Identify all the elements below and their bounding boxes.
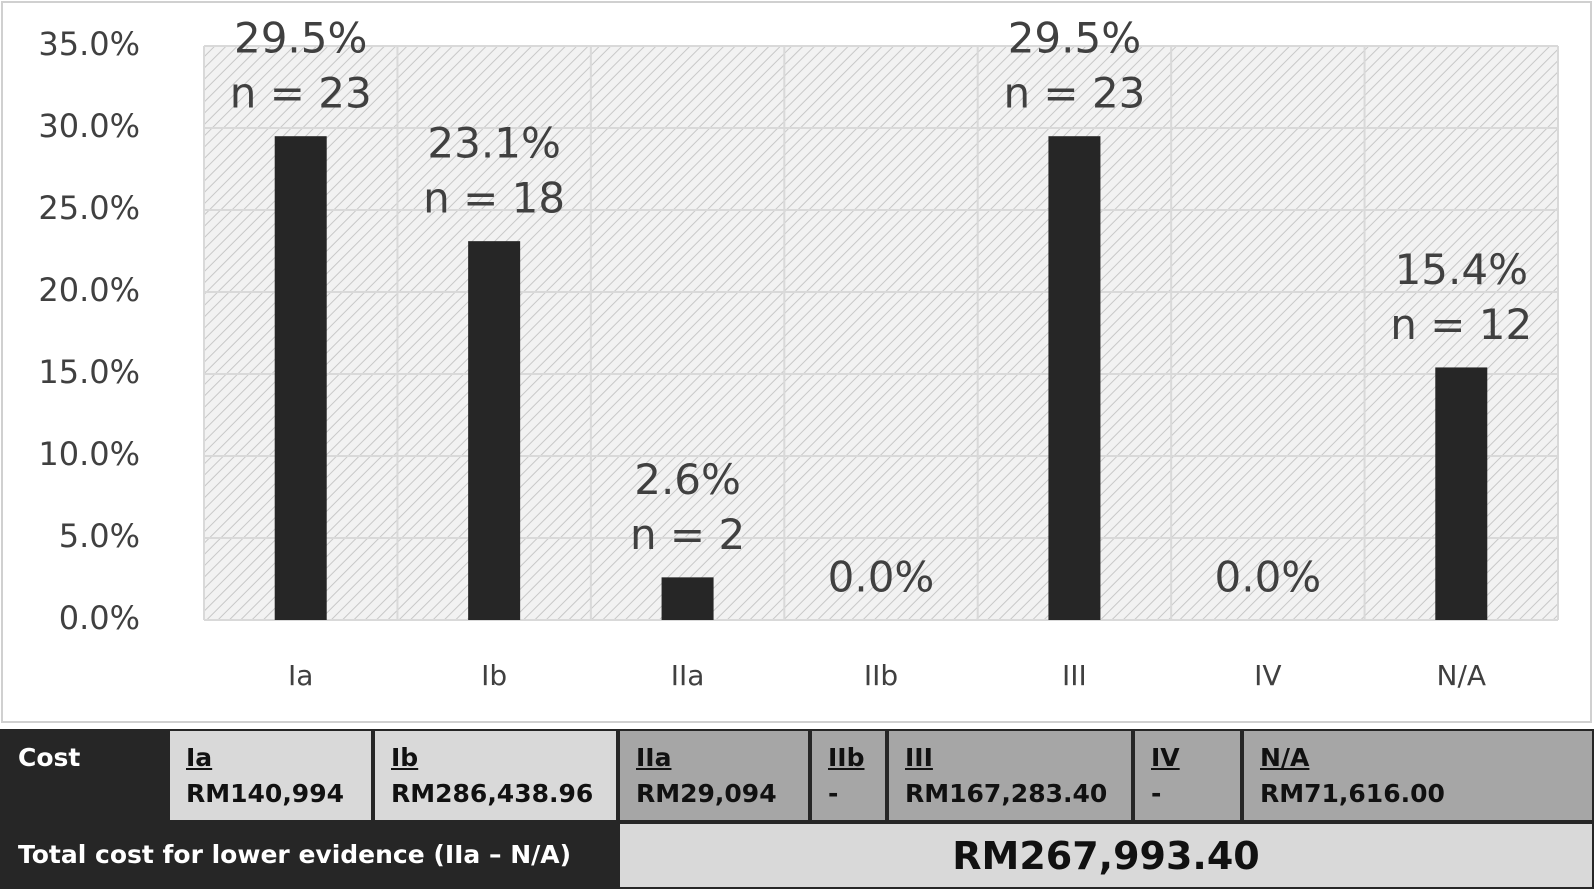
cost-column-name: Ib <box>391 743 419 772</box>
cost-header: Cost <box>0 729 168 822</box>
value-label: 29.5% <box>1008 14 1141 63</box>
n-label: n = 2 <box>630 510 745 559</box>
x-tick-label: III <box>1062 659 1087 692</box>
y-tick-label: 0.0% <box>59 599 140 637</box>
y-tick-label: 5.0% <box>59 517 140 555</box>
bar <box>274 136 327 620</box>
cost-column-name: IIb <box>828 743 865 772</box>
cost-cell: N/A RM71,616.00 <box>1242 729 1594 822</box>
x-tick-label: Ib <box>481 659 507 692</box>
bar <box>661 577 714 620</box>
cost-cell: IV - <box>1133 729 1242 822</box>
cost-column-name: Ia <box>186 743 213 772</box>
value-label: 0.0% <box>828 553 935 602</box>
x-tick-label: IIa <box>671 659 705 692</box>
total-label-cell: Total cost for lower evidence (IIa – N/A… <box>0 822 618 889</box>
y-tick-label: 15.0% <box>38 353 140 391</box>
cost-header-text: Cost <box>18 743 81 772</box>
n-label: n = 12 <box>1390 300 1532 349</box>
cost-column-name: III <box>905 743 933 772</box>
cost-column-name: IV <box>1151 743 1180 772</box>
cost-cell: Ib RM286,438.96 <box>373 729 618 822</box>
cost-value: RM71,616.00 <box>1260 779 1445 808</box>
total-value-cell: RM267,993.40 <box>618 822 1594 889</box>
x-tick-label: Ia <box>288 659 313 692</box>
total-label: Total cost for lower evidence (IIa – N/A… <box>18 840 572 869</box>
value-label: 29.5% <box>234 14 367 63</box>
cost-cell: III RM167,283.40 <box>887 729 1133 822</box>
plot-area <box>204 46 1558 620</box>
cost-value: RM140,994 <box>186 779 344 808</box>
n-label: n = 18 <box>423 174 565 223</box>
total-value: RM267,993.40 <box>952 834 1260 878</box>
value-label: 23.1% <box>427 119 560 168</box>
y-tick-label: 25.0% <box>38 189 140 227</box>
cost-cell: IIa RM29,094 <box>618 729 810 822</box>
cost-value: RM29,094 <box>636 779 777 808</box>
n-label: n = 23 <box>230 69 372 118</box>
cost-column-name: IIa <box>636 743 672 772</box>
y-tick-label: 30.0% <box>38 107 140 145</box>
bar <box>468 241 521 620</box>
value-label: 2.6% <box>634 455 741 504</box>
x-tick-label: N/A <box>1437 659 1487 692</box>
x-tick-label: IV <box>1254 659 1281 692</box>
cost-column-name: N/A <box>1260 743 1310 772</box>
n-label: n = 23 <box>1003 69 1145 118</box>
y-tick-label: 35.0% <box>38 25 140 63</box>
cost-value: - <box>1151 779 1162 808</box>
value-label: 15.4% <box>1395 245 1528 294</box>
cost-value: - <box>828 779 839 808</box>
chart: 0.0% 5.0% 10.0% 15.0% 20.0% 25.0% 30.0% 35.0% Ia… <box>1 1 1592 723</box>
x-tick-label: IIb <box>864 659 898 692</box>
cost-table: Cost Ia RM140,994 Ib RM286,438.96 IIa RM29,094… <box>0 729 1594 889</box>
bar <box>1048 136 1101 620</box>
cost-cell: IIb - <box>810 729 887 822</box>
cost-value: RM167,283.40 <box>905 779 1108 808</box>
value-label: 0.0% <box>1215 553 1322 602</box>
bar <box>1435 367 1488 620</box>
y-tick-label: 20.0% <box>38 271 140 309</box>
cost-cell: Ia RM140,994 <box>168 729 373 822</box>
cost-value: RM286,438.96 <box>391 779 594 808</box>
y-tick-label: 10.0% <box>38 435 140 473</box>
